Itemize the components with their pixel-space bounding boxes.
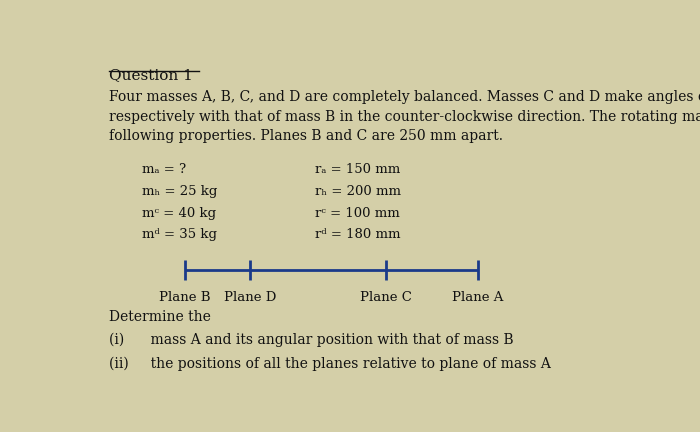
Text: (i)      mass A and its angular position with that of mass B: (i) mass A and its angular position with… xyxy=(109,333,514,347)
Text: Plane A: Plane A xyxy=(452,291,504,304)
Text: (ii)     the positions of all the planes relative to plane of mass A: (ii) the positions of all the planes rel… xyxy=(109,356,551,371)
Text: mᵈ = 35 kg: mᵈ = 35 kg xyxy=(141,228,217,241)
Text: Plane B: Plane B xyxy=(160,291,211,304)
Text: Plane D: Plane D xyxy=(224,291,276,304)
Text: rᶜ = 100 mm: rᶜ = 100 mm xyxy=(315,206,400,219)
Text: mₕ = 25 kg: mₕ = 25 kg xyxy=(141,185,217,198)
Text: Four masses A, B, C, and D are completely balanced. Masses C and D make angles o: Four masses A, B, C, and D are completel… xyxy=(109,90,700,143)
Text: mᶜ = 40 kg: mᶜ = 40 kg xyxy=(141,206,216,219)
Text: rₕ = 200 mm: rₕ = 200 mm xyxy=(315,185,401,198)
Text: Plane C: Plane C xyxy=(360,291,412,304)
Text: Determine the: Determine the xyxy=(109,310,211,324)
Text: rᵈ = 180 mm: rᵈ = 180 mm xyxy=(315,228,401,241)
Text: mₐ = ?: mₐ = ? xyxy=(141,163,186,176)
Text: Question 1: Question 1 xyxy=(109,68,193,83)
Text: rₐ = 150 mm: rₐ = 150 mm xyxy=(315,163,400,176)
